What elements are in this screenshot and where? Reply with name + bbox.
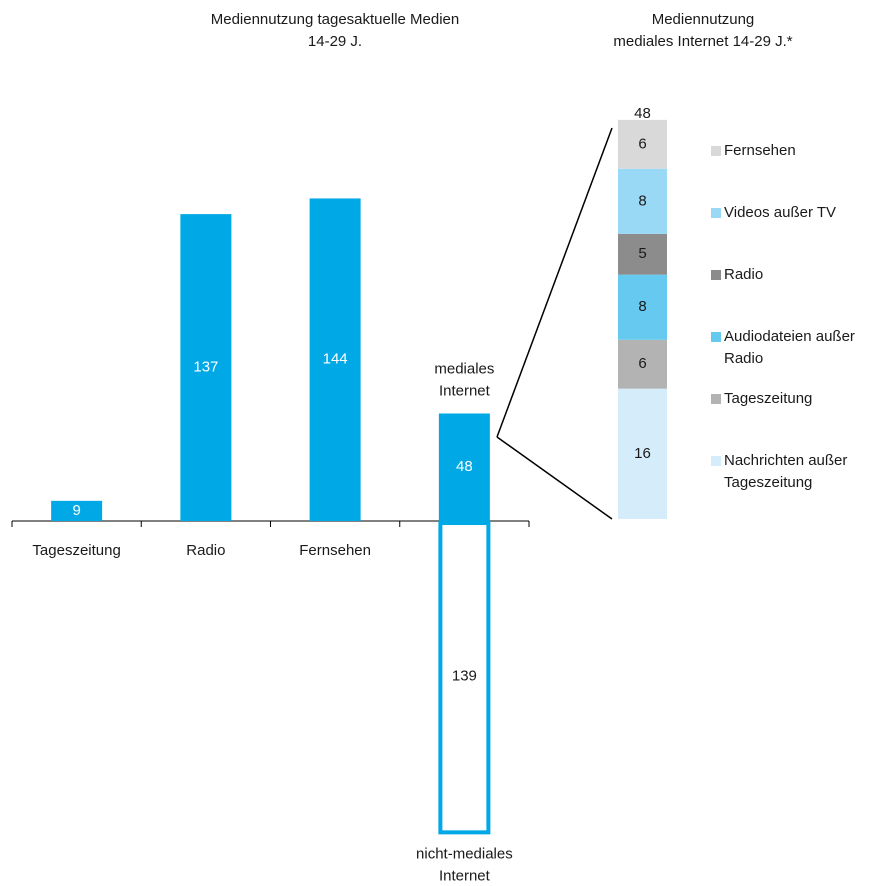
value-label: 6 xyxy=(638,355,646,372)
legend-label: Fernsehen xyxy=(724,142,796,159)
value-label: 6 xyxy=(638,135,646,152)
value-label: 16 xyxy=(634,445,651,462)
value-label: 8 xyxy=(638,192,646,209)
legend-swatch xyxy=(711,332,721,342)
negative-bar-label: nicht-mediales xyxy=(416,845,513,862)
negative-bar xyxy=(438,521,491,835)
total-label: 48 xyxy=(634,105,651,122)
stack-segment xyxy=(618,274,667,340)
value-label: 48 xyxy=(456,458,473,475)
x-tick-label: Radio xyxy=(186,542,225,559)
zoom-line xyxy=(496,127,613,438)
legend-label: Audiodateien außer Radio xyxy=(724,328,855,367)
bar-annotation: mediales xyxy=(434,360,494,377)
negative-bar-label: Internet xyxy=(439,867,491,884)
value-label: 5 xyxy=(638,245,646,262)
legend-label: Videos außer TV xyxy=(724,204,837,221)
stack-segment xyxy=(618,119,667,169)
legend-label: Radio xyxy=(724,266,764,283)
legend-label: Nachrichten außer Tageszeitung xyxy=(724,452,848,491)
bar xyxy=(180,214,232,521)
stack-segment xyxy=(618,168,667,234)
legend-label: Tageszeitung xyxy=(724,390,813,407)
legend-swatch xyxy=(711,146,721,156)
chart-title: Mediennutzung xyxy=(652,11,755,28)
chart-title: Mediennutzung tagesaktuelle Medien xyxy=(211,11,460,28)
bar-annotation: Internet xyxy=(439,382,491,399)
stack-segment xyxy=(618,388,667,519)
zoom-line xyxy=(496,436,613,520)
value-label: 9 xyxy=(72,502,80,519)
chart-title: 14-29 J. xyxy=(308,33,362,50)
value-label: 8 xyxy=(638,298,646,315)
bar xyxy=(51,500,103,521)
bar xyxy=(309,198,361,521)
bar xyxy=(438,413,490,521)
x-tick-label: Fernsehen xyxy=(299,542,371,559)
value-label: 144 xyxy=(323,351,348,368)
chart-title: mediales Internet 14-29 J.* xyxy=(613,33,792,50)
value-label: 137 xyxy=(193,359,218,376)
legend-swatch xyxy=(711,208,721,218)
legend-swatch xyxy=(711,270,721,280)
legend-swatch xyxy=(711,394,721,404)
value-label: 139 xyxy=(452,668,477,685)
x-tick-label: Tageszeitung xyxy=(32,542,120,559)
stack-segment xyxy=(618,233,667,275)
stack-segment xyxy=(618,339,667,389)
legend-swatch xyxy=(711,456,721,466)
